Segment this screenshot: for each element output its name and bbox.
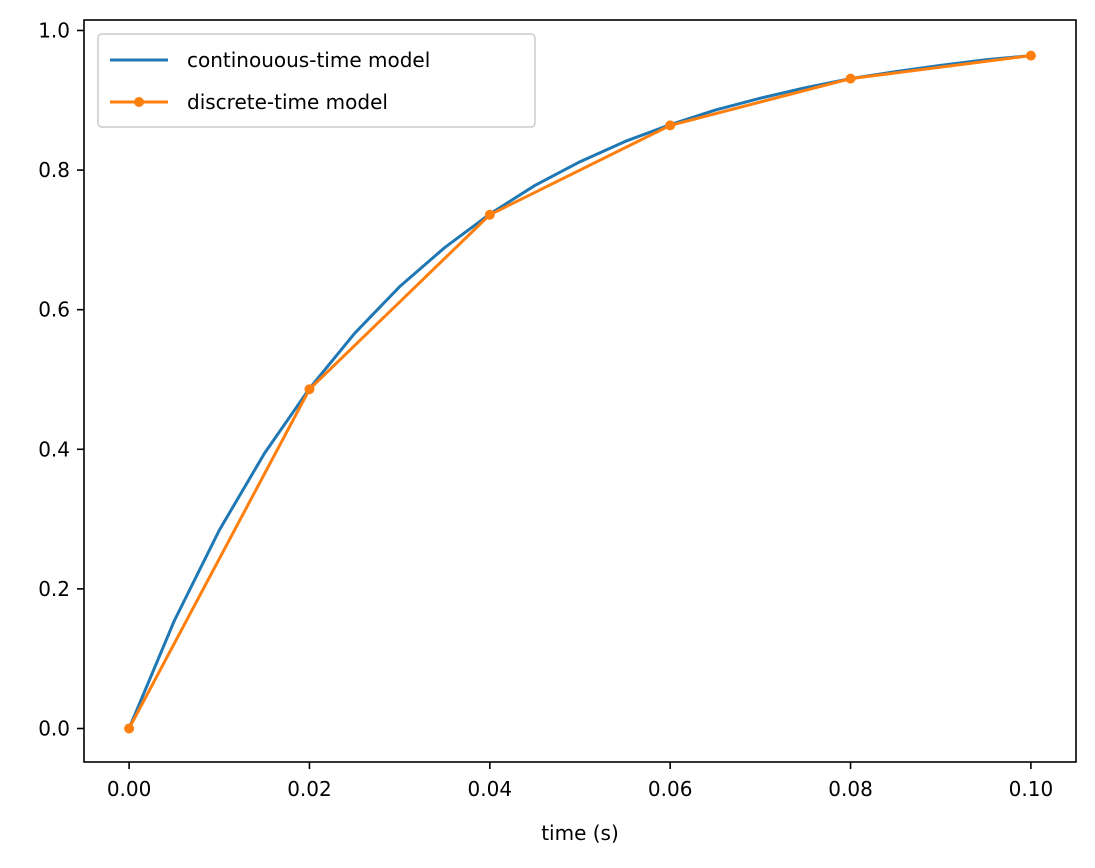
series-line-2	[127, 53, 1033, 731]
legend-label-2: discrete-time model	[187, 90, 388, 114]
x-tick-label: 0.06	[648, 777, 693, 801]
data-point	[484, 209, 495, 220]
legend-box	[97, 33, 536, 128]
axes: 0.00 0.02 0.04 0.06 0.08 0.10 0.0 0.2 0.4 0.6 0.8 1…	[38, 18, 1077, 801]
data-point	[665, 120, 676, 131]
x-axis-label: time (s)	[541, 821, 619, 845]
legend: continouous-time model discrete-time mode…	[97, 33, 536, 128]
legend-marker-2	[134, 97, 144, 107]
plot-area	[124, 50, 1036, 734]
data-point	[304, 384, 315, 395]
x-tick-label: 0.04	[468, 777, 513, 801]
x-tick-label: 0.08	[828, 777, 873, 801]
y-tick-label: 0.0	[38, 716, 70, 740]
data-point	[1025, 50, 1036, 61]
data-point	[124, 723, 135, 734]
y-tick-label: 1.0	[38, 18, 70, 42]
axes-frame	[83, 19, 1077, 763]
x-tick-label: 0.00	[107, 777, 152, 801]
y-tick-label: 0.4	[38, 437, 70, 461]
x-tick-label: 0.02	[287, 777, 332, 801]
data-point	[845, 73, 856, 84]
x-tick-label: 0.10	[1009, 777, 1054, 801]
y-tick-label: 0.2	[38, 577, 70, 601]
legend-label-1: continouous-time model	[187, 48, 430, 72]
y-tick-label: 0.6	[38, 298, 70, 322]
y-tick-label: 0.8	[38, 158, 70, 182]
